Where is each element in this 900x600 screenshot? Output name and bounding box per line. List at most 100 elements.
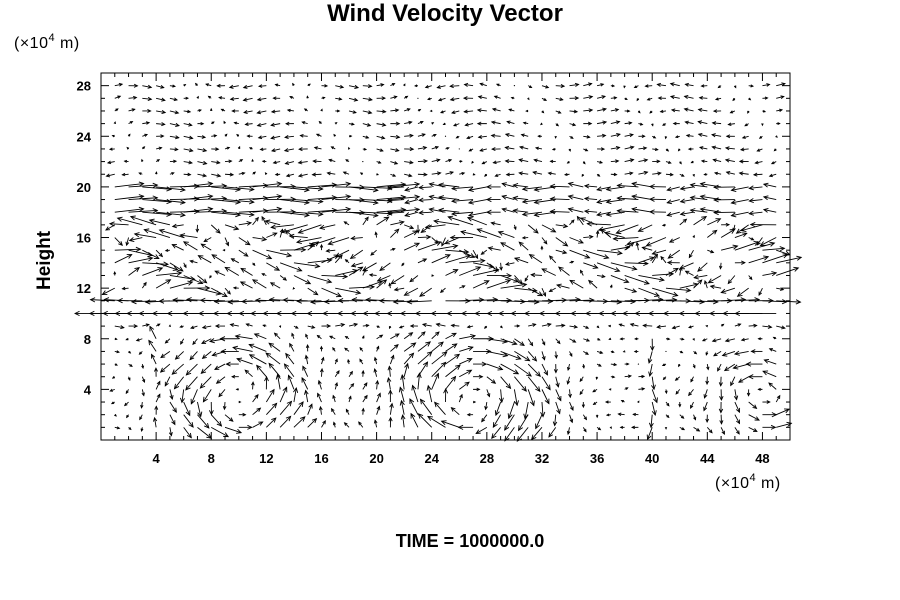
x-tick-label: 32: [535, 451, 549, 466]
wind-vector: [236, 357, 253, 365]
wind-vector: [214, 324, 226, 329]
wind-vector: [409, 398, 419, 415]
wind-vector: [569, 338, 577, 343]
wind-vector: [418, 184, 432, 190]
wind-vector: [142, 108, 152, 113]
wind-vector: [624, 362, 630, 366]
wind-vector: [390, 344, 399, 352]
wind-vector: [500, 242, 515, 251]
wind-vector: [333, 133, 337, 137]
wind-vector: [649, 110, 653, 114]
wind-vector: [700, 159, 708, 163]
wind-vector: [476, 108, 487, 113]
wind-vector: [776, 287, 785, 291]
wind-vector: [319, 224, 336, 230]
wind-vector: [238, 221, 253, 226]
wind-vector: [286, 108, 294, 113]
wind-vector: [264, 375, 269, 390]
wind-vector: [375, 379, 380, 390]
wind-vector: [305, 343, 310, 352]
wind-vector: [491, 107, 501, 112]
wind-vector: [348, 322, 359, 327]
wind-vector: [143, 228, 171, 238]
wind-vector: [293, 262, 321, 269]
wind-vector: [89, 297, 115, 303]
wind-vector: [724, 158, 735, 163]
wind-vector: [128, 256, 154, 264]
wind-vector: [320, 108, 323, 112]
wind-vector: [114, 181, 145, 188]
wind-vector: [390, 173, 397, 177]
wind-vector: [424, 85, 432, 89]
wind-vector: [129, 215, 157, 226]
wind-vector: [583, 338, 591, 342]
wind-vector: [144, 299, 170, 305]
wind-vector: [164, 376, 171, 387]
wind-vector: [227, 299, 253, 305]
wind-vector: [776, 122, 781, 126]
wind-vector: [756, 237, 763, 246]
wind-vector: [679, 350, 684, 354]
wind-vector: [151, 353, 157, 365]
wind-vector: [597, 133, 607, 138]
wind-vector: [431, 171, 442, 176]
wind-vector: [390, 134, 401, 139]
wind-vector: [504, 133, 515, 137]
wind-vector: [693, 414, 697, 421]
wind-vector: [400, 374, 406, 390]
wind-vector: [183, 427, 192, 439]
wind-vector: [343, 221, 350, 226]
wind-vector: [569, 260, 575, 264]
wind-vector: [523, 401, 529, 420]
wind-vector: [623, 85, 626, 89]
wind-vector: [431, 372, 440, 390]
wind-vector: [252, 393, 259, 403]
wind-vector: [116, 216, 143, 226]
wind-vector: [555, 223, 569, 229]
wind-vector: [199, 376, 212, 389]
wind-vector: [379, 262, 391, 271]
wind-vector: [222, 401, 227, 411]
wind-vector: [155, 159, 161, 162]
wind-vector: [635, 241, 640, 251]
wind-vector: [259, 147, 267, 151]
wind-vector: [754, 160, 763, 165]
wind-vector: [142, 199, 173, 205]
wind-vector: [171, 223, 184, 229]
wind-vector: [440, 420, 460, 428]
wind-vector: [272, 96, 281, 101]
wind-vector: [748, 401, 758, 410]
wind-vector: [467, 211, 487, 218]
wind-vector: [713, 351, 722, 357]
wind-vector: [706, 427, 713, 434]
wind-vector: [494, 401, 502, 417]
wind-vector: [334, 254, 343, 264]
wind-vector: [261, 215, 267, 226]
wind-vector: [693, 351, 698, 355]
wind-vector: [224, 266, 240, 276]
wind-vector: [409, 275, 419, 283]
wind-vector: [183, 181, 214, 188]
wind-vector: [480, 249, 488, 255]
wind-vector: [541, 224, 557, 233]
wind-vector: [128, 427, 132, 431]
wind-vector: [289, 96, 295, 99]
wind-vector: [289, 342, 295, 352]
wind-vector: [713, 197, 735, 203]
wind-vector: [344, 258, 350, 264]
wind-vector: [305, 333, 309, 339]
wind-vector: [487, 246, 501, 251]
wind-vector: [361, 335, 365, 339]
wind-vector: [270, 224, 294, 230]
wind-vector: [624, 145, 635, 150]
wind-vector: [555, 389, 562, 402]
wind-vector: [313, 146, 322, 150]
wind-vector: [697, 133, 708, 137]
wind-vector: [266, 262, 281, 271]
wind-vector: [183, 84, 187, 87]
wind-vector: [114, 350, 121, 354]
wind-vector: [169, 208, 200, 215]
wind-vector: [610, 375, 616, 379]
wind-vector: [209, 107, 213, 111]
wind-vector: [404, 108, 411, 112]
